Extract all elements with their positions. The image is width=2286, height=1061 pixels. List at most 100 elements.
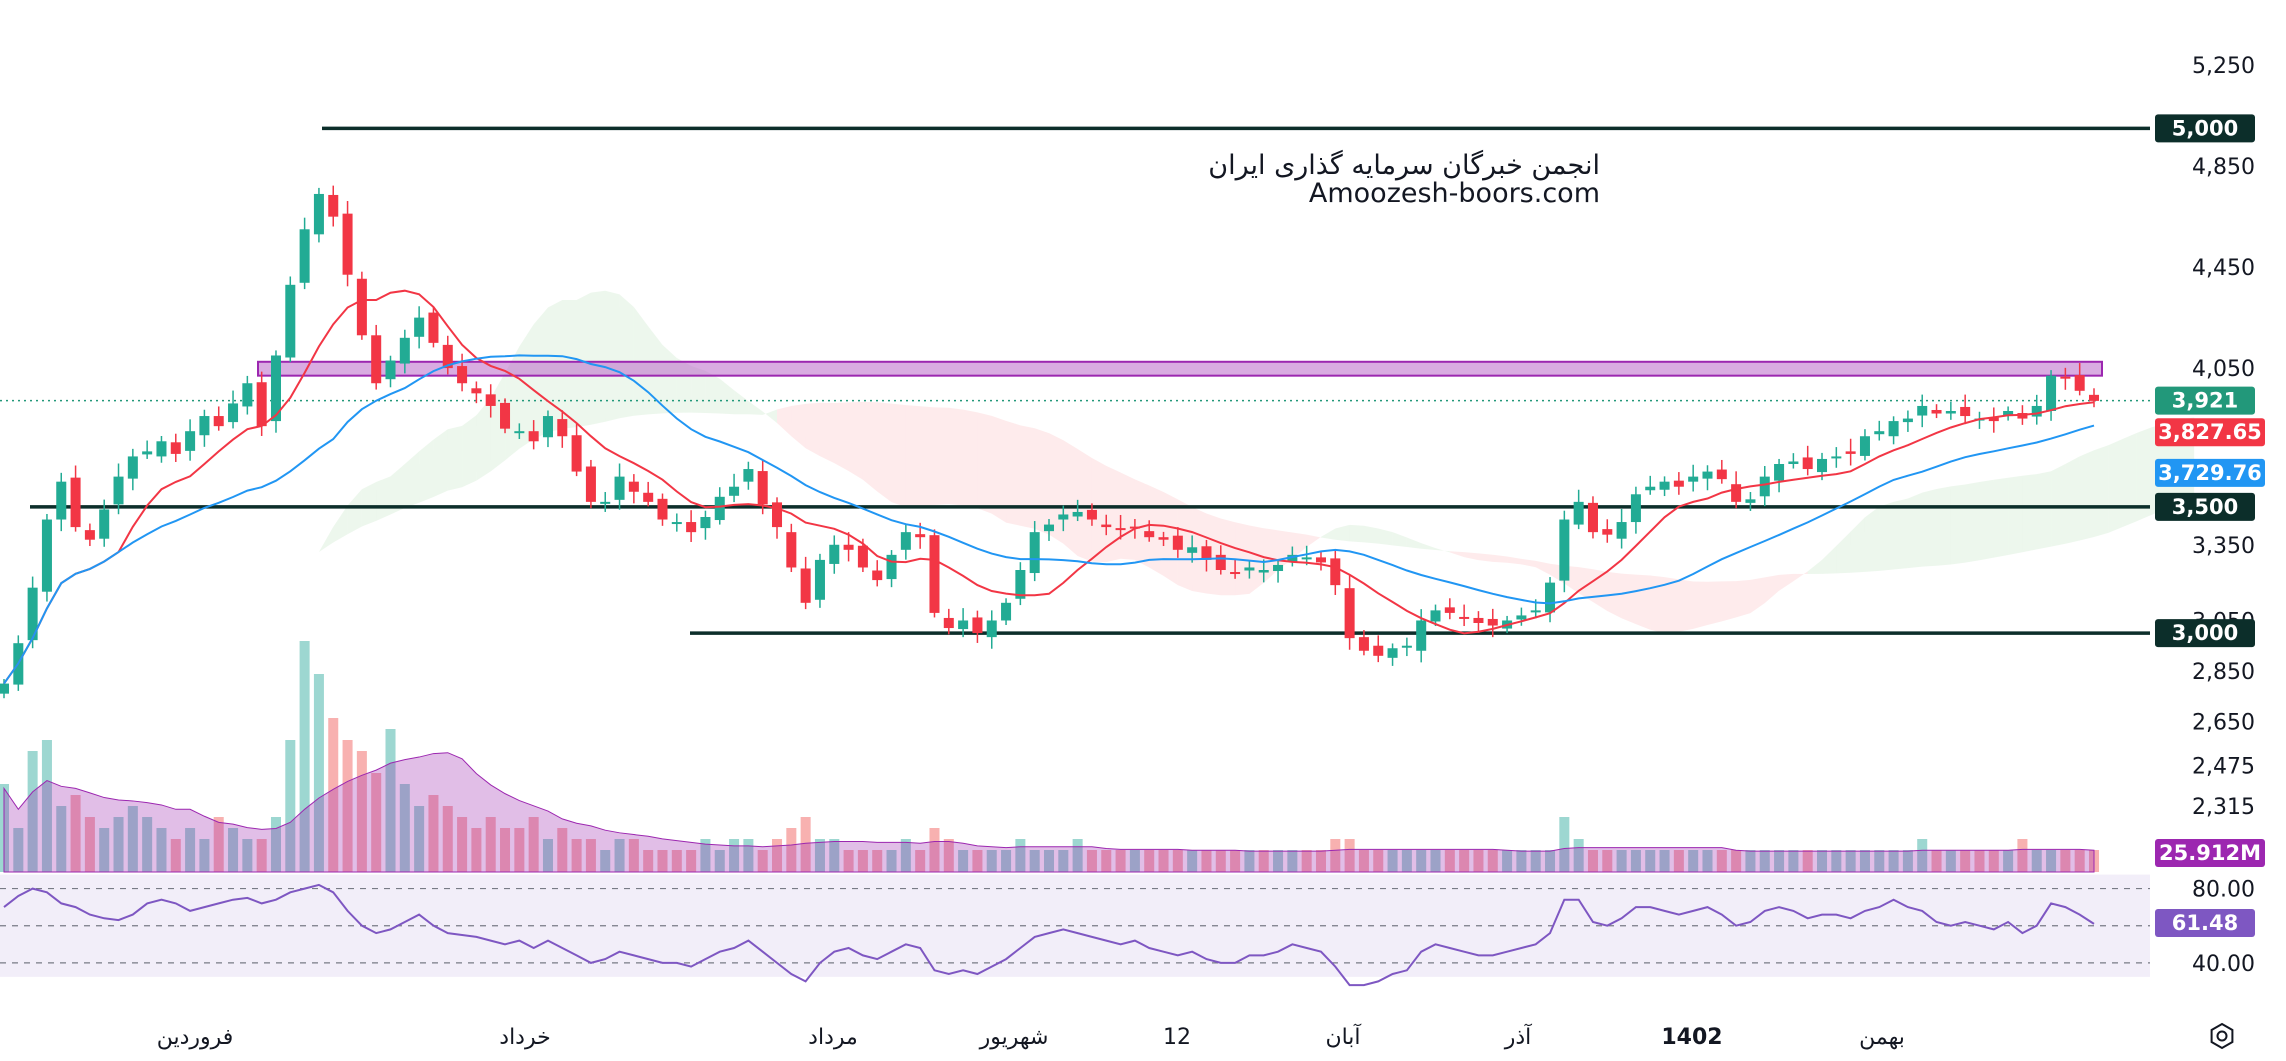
candle-body xyxy=(1716,469,1727,480)
cloud-segment xyxy=(705,370,720,414)
candle-body xyxy=(1315,557,1326,563)
rsi-badge-label: 61.48 xyxy=(2172,911,2238,935)
cloud-segment xyxy=(1736,579,1751,618)
volume-bar xyxy=(843,850,854,872)
volume-bar xyxy=(557,828,568,872)
candle-body xyxy=(99,509,110,539)
candle-body xyxy=(1759,476,1770,497)
volume-bar xyxy=(342,740,353,872)
time-tick-label: شهریور xyxy=(979,1025,1049,1050)
volume-bar xyxy=(1573,839,1584,872)
price-axis[interactable]: 5,2504,8504,4504,0503,3503,0502,8502,650… xyxy=(2192,54,2255,977)
volume-bar xyxy=(1602,850,1613,872)
volume-bar xyxy=(270,817,281,872)
volume-bar xyxy=(1859,850,1870,872)
candle-body xyxy=(1831,456,1842,459)
cloud-segment xyxy=(1349,524,1364,543)
cloud-segment xyxy=(1335,524,1350,542)
cloud-segment xyxy=(719,378,735,415)
resistance-zone xyxy=(257,360,2103,377)
volume-bar xyxy=(915,850,926,872)
cloud-segment xyxy=(1406,537,1422,549)
volume-bar xyxy=(1358,850,1369,872)
candle-body xyxy=(986,620,997,638)
candle-body xyxy=(270,355,281,422)
volume-bar xyxy=(800,817,811,872)
candle-body xyxy=(356,278,367,336)
volume-bar xyxy=(1129,850,1140,872)
volume-bar xyxy=(643,850,654,872)
candle-body xyxy=(800,568,811,603)
cloud-segment xyxy=(462,415,477,488)
candle-body xyxy=(2046,375,2057,411)
volume-bar xyxy=(1344,839,1355,872)
price-tick-label: 2,475 xyxy=(2192,755,2255,780)
volume-bar xyxy=(2060,850,2071,872)
candle-body xyxy=(814,559,825,600)
candle-body xyxy=(1902,418,1913,423)
volume-bar xyxy=(242,839,253,872)
candle-body xyxy=(1358,637,1369,651)
candle-body xyxy=(1545,582,1556,613)
volume-bar xyxy=(1917,839,1928,872)
volume-bar xyxy=(671,850,682,872)
candle-body xyxy=(1144,531,1155,538)
volume-bar xyxy=(729,839,740,872)
rsi-tick-label: 80.00 xyxy=(2192,878,2255,903)
cloud-segment xyxy=(1363,525,1379,544)
cloud-segment xyxy=(905,405,921,508)
price-tick-label: 5,250 xyxy=(2192,54,2255,79)
volume-bar xyxy=(127,806,138,872)
volume-bar xyxy=(1688,850,1699,872)
candle-body xyxy=(1731,484,1742,502)
volume-bar xyxy=(542,839,553,872)
cloud-segment xyxy=(1134,479,1150,568)
volume-bar xyxy=(614,839,625,872)
level-badge-bg xyxy=(2155,619,2255,648)
ma-short-badge-label: 3,827.65 xyxy=(2158,420,2262,444)
candle-body xyxy=(299,229,310,283)
volume-bar xyxy=(1230,850,1241,872)
cloud-segment xyxy=(991,415,1007,523)
candle-body xyxy=(1172,535,1183,550)
candle-body xyxy=(757,471,768,505)
candle-body xyxy=(671,522,682,525)
volume-bar xyxy=(1144,850,1155,872)
volume-bar xyxy=(471,828,482,872)
cloud-segment xyxy=(318,526,334,553)
level-badge: 3,000 xyxy=(2155,619,2255,648)
cloud-segment xyxy=(1793,571,1808,582)
candle-body xyxy=(1745,499,1756,503)
cloud-segment xyxy=(247,583,262,609)
volume-bar xyxy=(1502,850,1513,872)
candle-body xyxy=(614,476,625,500)
volume-bar xyxy=(1001,850,1012,872)
candle-body xyxy=(2060,376,2071,379)
cloud-segment xyxy=(1965,481,1980,563)
candle-body xyxy=(714,496,725,521)
volume-bar xyxy=(600,850,611,872)
volume-bar xyxy=(1931,850,1942,872)
rsi-tick-label: 40.00 xyxy=(2192,952,2255,977)
time-axis[interactable]: فروردین خرداد مرداد شهریور 12 آبان آذر 1402 بهمن xyxy=(157,1023,1905,1050)
cloud-segment xyxy=(1993,477,2009,558)
candle-body xyxy=(972,617,983,634)
candle-body xyxy=(0,683,10,694)
volume-bar xyxy=(1416,850,1427,872)
candle-body xyxy=(471,388,482,394)
cloud-segment xyxy=(1678,579,1694,632)
cloud-segment xyxy=(948,407,964,506)
settings-gear-icon[interactable] xyxy=(2210,1022,2234,1050)
volume-bar xyxy=(313,674,324,872)
candle-body xyxy=(1430,610,1441,622)
cloud-segment xyxy=(1278,530,1293,570)
ma-long-badge-bg xyxy=(2155,458,2265,487)
volume-bar xyxy=(70,795,81,872)
volume-bar xyxy=(528,817,539,872)
volume-bar xyxy=(113,817,124,872)
cloud-segment xyxy=(877,402,892,503)
volume-bar xyxy=(156,828,167,872)
cloud-segment xyxy=(347,489,362,535)
cloud-segment xyxy=(333,505,348,543)
